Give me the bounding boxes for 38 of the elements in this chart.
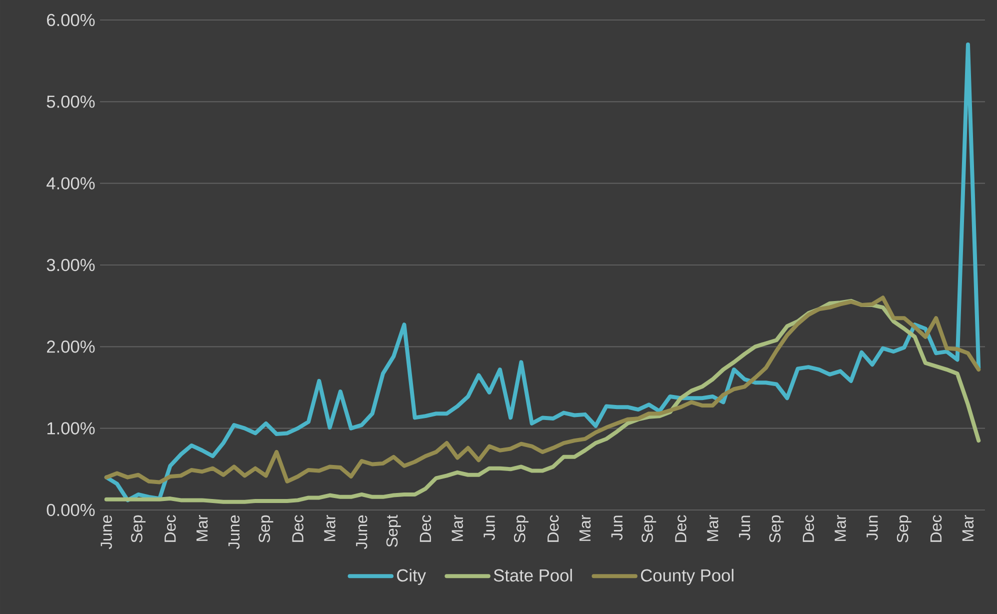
- x-tick-label: June: [356, 515, 368, 550]
- x-tick-label: Dec: [802, 515, 814, 542]
- y-tick-label: 6.00%: [47, 14, 95, 26]
- x-tick-label: Sept: [386, 514, 401, 547]
- y-tick-label: 5.00%: [46, 96, 95, 108]
- x-tick-label: Jun: [484, 516, 495, 540]
- x-tick-label: Mar: [707, 514, 718, 541]
- x-tick-label: Mar: [579, 514, 591, 541]
- x-tick-label: Jun: [611, 516, 623, 540]
- x-tick-label: Sep: [896, 515, 912, 542]
- x-tick-label: Sep: [642, 515, 656, 542]
- y-tick-label: 2.00%: [47, 340, 95, 353]
- x-tick-label: Mar: [196, 514, 208, 541]
- legend-label: State Pool: [494, 568, 572, 582]
- y-tick-label: 3.00%: [46, 258, 95, 272]
- x-tick-label: June: [100, 515, 112, 550]
- x-tick-label: Sep: [258, 515, 274, 542]
- x-tick-label: Sep: [769, 515, 784, 542]
- x-tick-label: June: [228, 515, 240, 550]
- x-tick-label: Dec: [164, 515, 176, 542]
- x-tick-label: Sep: [131, 515, 146, 542]
- y-tick-label: 1.00%: [47, 422, 95, 434]
- x-tick-label: Dec: [548, 515, 559, 542]
- legend-label: County Pool: [641, 568, 734, 586]
- x-tick-label: Sep: [514, 515, 528, 542]
- y-tick-label: 4.00%: [46, 177, 95, 190]
- x-tick-label: Mar: [452, 514, 463, 541]
- x-tick-label: Dec: [420, 515, 432, 542]
- x-tick-label: Dec: [292, 515, 304, 542]
- legend-label: City: [397, 568, 426, 586]
- x-tick-label: Mar: [324, 514, 336, 541]
- x-tick-label: Jun: [739, 516, 750, 540]
- x-tick-label: Mar: [834, 514, 846, 541]
- x-tick-label: Dec: [675, 515, 686, 542]
- x-tick-label: Jun: [866, 516, 878, 540]
- y-tick-label: 0.00%: [46, 504, 95, 516]
- x-tick-label: Mar: [962, 514, 974, 541]
- x-tick-label: Dec: [930, 515, 942, 542]
